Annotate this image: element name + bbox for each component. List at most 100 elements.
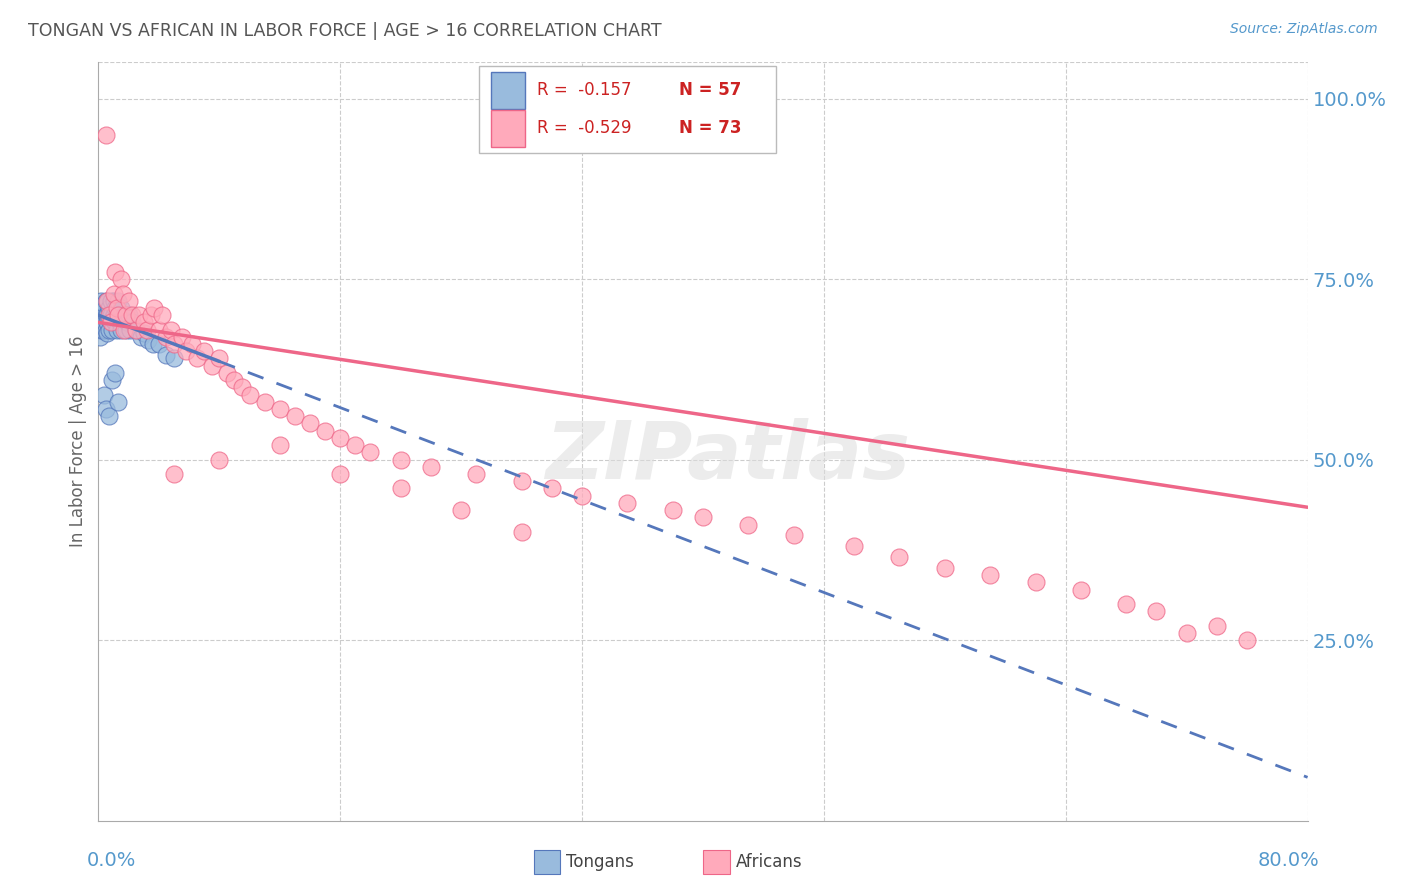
Point bbox=[100, 308, 122, 322]
Point bbox=[889, 550, 911, 565]
Point bbox=[510, 524, 533, 539]
Point bbox=[104, 366, 127, 380]
Point bbox=[1206, 618, 1229, 632]
Point bbox=[94, 323, 117, 337]
Point bbox=[1070, 582, 1092, 597]
Point bbox=[98, 409, 121, 424]
Point bbox=[107, 293, 129, 308]
Point bbox=[98, 323, 121, 337]
Point bbox=[104, 301, 127, 315]
Point bbox=[571, 489, 593, 503]
Point bbox=[135, 323, 157, 337]
Point bbox=[90, 308, 112, 322]
Point bbox=[420, 459, 443, 474]
FancyBboxPatch shape bbox=[479, 66, 776, 153]
Point bbox=[104, 315, 127, 329]
Point bbox=[94, 402, 117, 417]
Point bbox=[104, 265, 127, 279]
Text: TONGAN VS AFRICAN IN LABOR FORCE | AGE > 16 CORRELATION CHART: TONGAN VS AFRICAN IN LABOR FORCE | AGE >… bbox=[28, 22, 662, 40]
Point bbox=[96, 326, 118, 341]
Point bbox=[132, 326, 155, 341]
Point bbox=[101, 311, 124, 326]
Point bbox=[150, 308, 173, 322]
Text: ZIPatlas: ZIPatlas bbox=[544, 417, 910, 496]
Point bbox=[510, 475, 533, 489]
Point bbox=[540, 482, 562, 496]
Point bbox=[110, 272, 132, 286]
Point bbox=[253, 394, 276, 409]
Point bbox=[141, 308, 163, 322]
Text: Source: ZipAtlas.com: Source: ZipAtlas.com bbox=[1230, 22, 1378, 37]
Point bbox=[128, 308, 150, 322]
Point bbox=[163, 351, 186, 366]
Point bbox=[193, 344, 215, 359]
Point bbox=[89, 311, 111, 326]
Point bbox=[1144, 604, 1167, 618]
Point bbox=[93, 315, 115, 329]
Point bbox=[90, 323, 112, 337]
Point bbox=[737, 517, 759, 532]
Point bbox=[1175, 626, 1198, 640]
Point bbox=[360, 445, 382, 459]
Point bbox=[93, 387, 115, 401]
Point bbox=[329, 431, 352, 445]
Point bbox=[111, 286, 134, 301]
Text: Africans: Africans bbox=[735, 854, 803, 871]
Point bbox=[108, 315, 131, 329]
Point bbox=[118, 308, 141, 322]
Point bbox=[105, 323, 128, 337]
Point bbox=[94, 128, 117, 142]
Point bbox=[314, 424, 336, 438]
Point bbox=[143, 301, 166, 315]
Point bbox=[98, 301, 121, 315]
Point bbox=[112, 308, 135, 322]
Point bbox=[934, 561, 956, 575]
Point bbox=[269, 402, 291, 417]
Text: N = 73: N = 73 bbox=[679, 120, 741, 137]
Point bbox=[96, 315, 118, 329]
Point bbox=[215, 366, 238, 380]
Y-axis label: In Labor Force | Age > 16: In Labor Force | Age > 16 bbox=[69, 335, 87, 548]
Point bbox=[94, 308, 117, 322]
Point bbox=[100, 315, 122, 329]
Point bbox=[101, 323, 124, 337]
Point bbox=[114, 323, 136, 337]
Point bbox=[692, 510, 714, 524]
Point bbox=[389, 452, 412, 467]
Point bbox=[155, 330, 177, 344]
Point bbox=[450, 503, 472, 517]
Point bbox=[100, 315, 122, 329]
Point bbox=[103, 286, 125, 301]
Point bbox=[160, 323, 183, 337]
Point bbox=[125, 323, 148, 337]
Text: N = 57: N = 57 bbox=[679, 81, 741, 100]
Point bbox=[120, 323, 142, 337]
Point bbox=[100, 293, 122, 308]
Point bbox=[91, 315, 114, 329]
Text: R =  -0.157: R = -0.157 bbox=[537, 81, 631, 100]
Point bbox=[94, 293, 117, 308]
Point bbox=[224, 373, 246, 387]
Text: 80.0%: 80.0% bbox=[1258, 851, 1320, 870]
Point bbox=[107, 394, 129, 409]
Point bbox=[112, 323, 135, 337]
Point bbox=[142, 337, 165, 351]
Point bbox=[132, 315, 155, 329]
Point bbox=[115, 315, 138, 329]
Point bbox=[1024, 575, 1046, 590]
Point bbox=[208, 351, 231, 366]
Point bbox=[91, 323, 114, 337]
Point bbox=[118, 293, 141, 308]
Point bbox=[96, 308, 118, 322]
Point bbox=[170, 330, 193, 344]
Point bbox=[121, 315, 143, 329]
Point bbox=[110, 301, 132, 315]
FancyBboxPatch shape bbox=[534, 850, 561, 874]
Point bbox=[111, 311, 134, 326]
Text: 0.0%: 0.0% bbox=[86, 851, 136, 870]
Point bbox=[98, 308, 121, 322]
Point bbox=[186, 351, 208, 366]
Point bbox=[269, 438, 291, 452]
Point bbox=[616, 496, 638, 510]
Text: Tongans: Tongans bbox=[567, 854, 634, 871]
